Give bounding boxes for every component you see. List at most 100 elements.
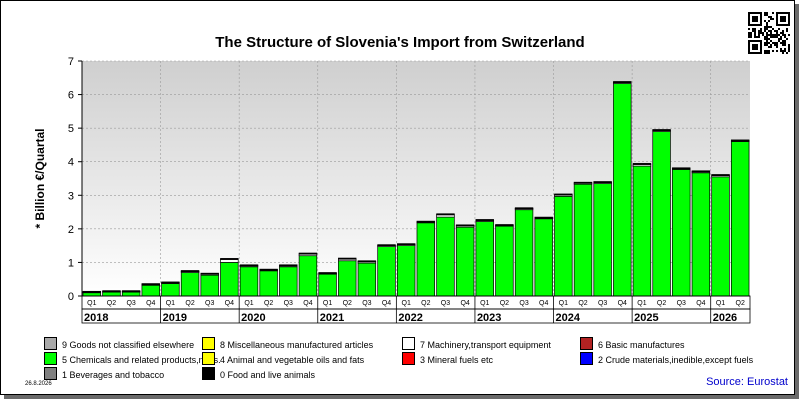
bar-segment: [416, 222, 436, 297]
bar-segment: [514, 209, 534, 297]
x-tick-label: Q3: [441, 300, 450, 307]
x-tick-label: Q1: [87, 300, 96, 307]
bar-segment: [396, 243, 416, 245]
bar-segment: [613, 83, 632, 297]
legend-item: 9 Goods not classified elsewhere: [44, 337, 194, 350]
bar-segment: [691, 172, 711, 297]
bar-segment: [102, 291, 121, 297]
x-tick-label: Q2: [185, 300, 194, 307]
x-tick-label: Q4: [146, 300, 155, 307]
bar-segment: [652, 131, 671, 297]
bar-segment: [573, 183, 593, 297]
legend-label: 8 Miscellaneous manufactured articles: [220, 340, 374, 350]
legend-swatch: [402, 337, 415, 350]
x-tick-label: Q4: [460, 300, 469, 307]
year-label: 2018: [84, 312, 108, 324]
bar-segment: [318, 272, 337, 274]
bar-segment: [161, 283, 180, 297]
bar-segment: [455, 226, 475, 297]
bar-segment: [593, 181, 612, 183]
x-tick-label: Q1: [323, 300, 332, 307]
bar-segment: [416, 220, 436, 223]
legend-label: 5 Chemicals and related products,n.e.s.: [62, 355, 221, 365]
year-label: 2026: [713, 312, 737, 324]
legend-label: 0 Food and live animals: [220, 370, 316, 380]
bar-segment: [200, 274, 219, 297]
legend-swatch: [202, 352, 215, 365]
x-tick-label: Q4: [696, 300, 705, 307]
x-tick-label: Q4: [303, 300, 312, 307]
bar-segment: [357, 262, 377, 297]
qr-code-icon: [748, 12, 790, 54]
bar-segment: [141, 284, 160, 297]
x-tick-label: Q2: [500, 300, 509, 307]
legend-item: 2 Crude materials,inedible,except fuels: [580, 352, 753, 365]
legend-item: 3 Mineral fuels etc: [402, 352, 493, 365]
bar-segment: [691, 170, 711, 172]
bar-segment: [220, 262, 239, 297]
legend-swatch: [402, 352, 415, 365]
x-tick-label: Q2: [343, 300, 352, 307]
legend-label: 2 Crude materials,inedible,except fuels: [598, 355, 754, 365]
x-tick-label: Q2: [421, 300, 430, 307]
legend-swatch: [202, 337, 215, 350]
bar-segment: [180, 270, 200, 272]
legend-label: 7 Machinery,transport equipment: [420, 340, 551, 350]
year-label: 2025: [634, 312, 658, 324]
legend-swatch: [44, 352, 57, 365]
bar-segment: [239, 266, 259, 297]
x-tick-label: Q4: [539, 300, 548, 307]
y-tick-label: 2: [68, 224, 74, 236]
legend-item: 7 Machinery,transport equipment: [402, 337, 551, 350]
bar-segment: [534, 216, 553, 219]
bar-segment: [711, 176, 730, 297]
legend-label: 3 Mineral fuels etc: [420, 355, 494, 365]
legend-swatch: [44, 337, 57, 350]
legend-item: 6 Basic manufactures: [580, 337, 685, 350]
bar-segment: [357, 260, 377, 262]
legend-label: 4 Animal and vegetable oils and fats: [220, 355, 365, 365]
bar-segment: [338, 260, 357, 297]
x-tick-label: Q3: [598, 300, 607, 307]
bar-segment: [220, 258, 239, 260]
year-label: 2021: [320, 312, 344, 324]
x-tick-label: Q3: [519, 300, 528, 307]
legend-item: 1 Beverages and tobacco: [44, 367, 164, 380]
legend-label: 6 Basic manufactures: [598, 340, 685, 350]
bar-segment: [613, 81, 632, 83]
bar-segment: [377, 246, 396, 297]
bar-segment: [141, 283, 160, 285]
legend-item: 4 Animal and vegetable oils and fats: [202, 352, 364, 365]
bar-segment: [672, 169, 691, 297]
bar-segment: [239, 264, 259, 266]
source-label: Source: Eurostat: [706, 376, 788, 388]
year-label: 2023: [477, 312, 501, 324]
bar-segment: [279, 266, 298, 297]
year-label: 2019: [163, 312, 187, 324]
x-tick-label: Q1: [166, 300, 175, 307]
bar-segment: [475, 219, 494, 221]
x-tick-label: Q4: [382, 300, 391, 307]
x-tick-label: Q1: [244, 300, 253, 307]
legend-swatch: [44, 367, 57, 380]
year-label: 2024: [556, 312, 581, 324]
y-tick-label: 5: [68, 123, 74, 135]
bar-segment: [475, 221, 494, 297]
x-tick-label: Q1: [716, 300, 725, 307]
bar-segment: [711, 174, 730, 176]
year-label: 2020: [241, 312, 265, 324]
legend-swatch: [202, 367, 215, 380]
x-tick-label: Q1: [637, 300, 646, 307]
x-tick-label: Q2: [736, 300, 745, 307]
bar-segment: [396, 245, 416, 297]
year-axis-box: [81, 308, 751, 324]
bar-segment: [652, 129, 671, 131]
bar-segment: [593, 183, 612, 297]
x-tick-label: Q1: [480, 300, 489, 307]
legend-swatch: [580, 337, 593, 350]
x-tick-label: Q3: [362, 300, 371, 307]
x-tick-label: Q3: [126, 300, 135, 307]
bar-segment: [554, 193, 573, 195]
bar-segment: [121, 290, 141, 292]
bar-segment: [377, 244, 396, 246]
